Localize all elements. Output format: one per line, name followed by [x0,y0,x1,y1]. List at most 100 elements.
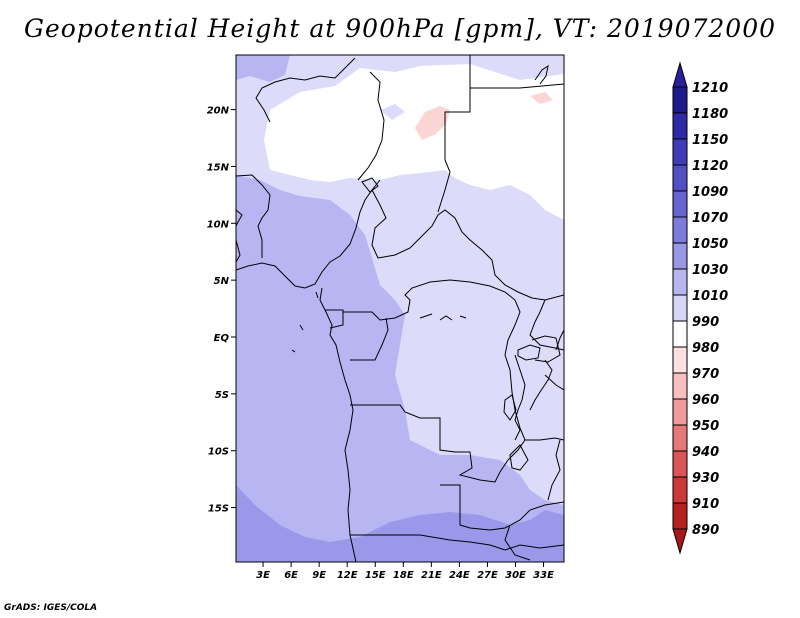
y-tick-label: 10N [207,219,230,230]
fill-level-1030-north-strip [236,55,290,82]
colorbar-swatch [672,502,688,530]
y-tick-label: 15S [208,504,229,515]
chart-title: Geopotential Height at 900hPa [gpm], VT:… [23,14,777,43]
border-path [503,394,517,421]
colorbar-top-arrow [672,61,688,88]
colorbar-swatch [672,294,688,322]
fill-level-1050-sw [236,520,330,562]
colorbar-level-label: 1010 [692,289,728,304]
border-path [361,177,379,193]
colorbar-level-label: 1120 [692,159,728,174]
footer-credit: GrADS: IGES/COLA [4,603,98,613]
x-tick-label: 18E [393,570,414,581]
border-path [350,534,564,551]
x-tick-label: 24E [449,570,470,581]
colorbar-swatch [672,164,688,192]
border-path [350,404,564,483]
colorbar-level-label: 940 [692,445,719,460]
x-tick-label: 12E [337,570,358,581]
border-path [255,57,356,123]
border-path [470,83,564,89]
border-path [343,279,526,441]
border-path [440,484,564,531]
colorbar-level-label: 1180 [692,107,728,122]
border-path [357,71,385,181]
country-borders [236,55,564,562]
y-axis: 20N 15N 10N 5N EQ 5S 10S 15S [207,106,236,515]
plot-frame [235,54,565,563]
border-path [555,329,564,351]
border-path [319,287,357,562]
colorbar-level-label: 980 [692,341,719,356]
border-path [509,444,529,471]
border-path [419,313,467,321]
fill-level-1030-west [236,175,564,562]
x-tick-label: 30E [505,570,526,581]
colorbar-level-label: 970 [692,367,719,382]
colorbar-swatch [672,190,688,218]
colorbar-swatch [672,138,688,166]
border-path [534,64,549,85]
colorbar-swatch [672,398,688,426]
x-tick-label: 33E [533,570,554,581]
colorbar-swatch [672,216,688,244]
colorbar-level-label: 930 [692,471,719,486]
colorbar-level-label: 1070 [692,211,728,226]
fill-level-980-b [530,92,553,104]
fill-level-980-a [415,106,450,140]
border-path [514,354,526,441]
height-field [236,55,564,562]
border-path [371,189,564,301]
y-tick-label: 5N [214,276,230,287]
fill-level-1010-patch-b [285,62,340,84]
colorbar-level-label: 1090 [692,185,728,200]
border-path [325,309,344,329]
y-tick-label: EQ [214,333,230,344]
x-tick-label: 6E [284,570,298,581]
colorbar-level-label: 890 [692,523,719,538]
x-tick-label: 21E [421,570,442,581]
border-path [437,55,471,213]
border-path [529,299,564,351]
x-tick-label: 9E [312,570,326,581]
colorbar-swatch [672,86,688,114]
colorbar-swatch [672,268,688,296]
x-tick-label: 15E [365,570,386,581]
border-path [350,317,389,361]
colorbar-swatch [672,112,688,140]
colorbar-swatch [672,476,688,504]
colorbar-level-label: 1050 [692,237,728,252]
colorbar-bottom-arrow [672,528,688,555]
x-tick-label: 3E [256,570,270,581]
colorbar-level-label: 1150 [692,133,728,148]
colorbar-swatch [672,320,688,348]
border-path [236,174,271,258]
border-path [236,209,243,227]
y-tick-label: 20N [207,106,230,117]
colorbar-swatch [672,424,688,452]
y-tick-label: 10S [208,447,229,458]
border-path [291,291,319,353]
border-path [547,439,561,501]
colorbar-swatch [672,346,688,374]
fill-level-1010-patch-a [380,104,405,120]
x-axis: 3E 6E 9E 12E 15E 18E 21E 24E 27E 30E 33E [256,562,554,581]
border-path [517,344,541,361]
colorbar-level-label: 960 [692,393,719,408]
colorbar-level-label: 910 [692,497,719,512]
colorbar-level-label: 1210 [692,81,728,96]
colorbar-level-label: 1030 [692,263,728,278]
x-tick-label: 27E [477,570,498,581]
border-path [236,239,241,263]
y-tick-label: 15N [207,162,230,173]
border-path [544,374,564,391]
border-path [529,359,553,411]
fill-level-1050 [236,485,564,562]
border-path [236,179,381,289]
colorbar-level-label: 950 [692,419,719,434]
colorbar-swatch [672,242,688,270]
colorbar-swatch [672,372,688,400]
border-path [504,524,531,561]
y-tick-label: 5S [215,390,229,401]
